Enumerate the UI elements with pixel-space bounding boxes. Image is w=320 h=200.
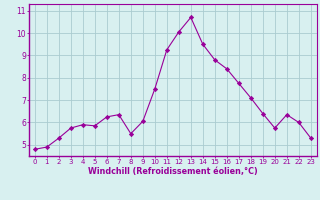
X-axis label: Windchill (Refroidissement éolien,°C): Windchill (Refroidissement éolien,°C) bbox=[88, 167, 258, 176]
